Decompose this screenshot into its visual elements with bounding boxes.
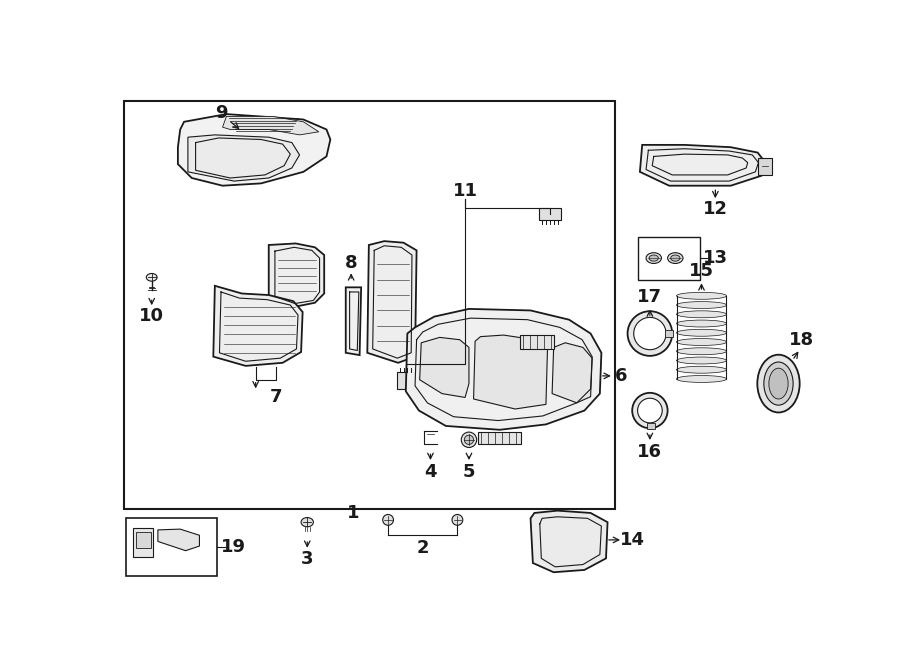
Text: 7: 7 <box>270 389 283 406</box>
Polygon shape <box>178 114 330 186</box>
Ellipse shape <box>634 317 666 350</box>
Polygon shape <box>222 117 319 135</box>
Bar <box>665 330 673 338</box>
Ellipse shape <box>677 302 726 308</box>
Ellipse shape <box>147 273 158 281</box>
Polygon shape <box>346 287 361 355</box>
Ellipse shape <box>677 338 726 346</box>
Polygon shape <box>406 309 601 430</box>
Text: 10: 10 <box>140 307 164 325</box>
Polygon shape <box>188 135 300 181</box>
Ellipse shape <box>677 311 726 318</box>
Bar <box>136 532 151 547</box>
Text: 13: 13 <box>703 249 728 267</box>
Ellipse shape <box>649 255 659 261</box>
Bar <box>133 528 153 557</box>
Ellipse shape <box>382 514 393 525</box>
Ellipse shape <box>677 293 726 299</box>
Ellipse shape <box>757 355 800 412</box>
Bar <box>478 432 521 444</box>
Polygon shape <box>473 335 547 409</box>
Polygon shape <box>552 343 592 403</box>
Polygon shape <box>158 529 200 551</box>
Bar <box>758 158 771 175</box>
Text: 15: 15 <box>689 262 714 280</box>
Ellipse shape <box>769 368 788 399</box>
Ellipse shape <box>461 432 477 448</box>
Polygon shape <box>367 241 417 363</box>
Text: 4: 4 <box>424 463 436 481</box>
Bar <box>520 335 554 349</box>
Text: 3: 3 <box>301 550 313 568</box>
Text: 11: 11 <box>453 182 478 200</box>
Ellipse shape <box>677 357 726 364</box>
Polygon shape <box>213 286 302 366</box>
Ellipse shape <box>677 348 726 355</box>
Bar <box>647 423 654 429</box>
Ellipse shape <box>627 311 672 356</box>
Text: 12: 12 <box>703 200 728 218</box>
Text: 9: 9 <box>215 103 228 122</box>
Text: 16: 16 <box>637 443 662 461</box>
Polygon shape <box>530 510 608 572</box>
Polygon shape <box>640 145 765 186</box>
Text: 1: 1 <box>347 504 360 522</box>
Ellipse shape <box>764 362 793 405</box>
Text: 2: 2 <box>417 539 429 557</box>
Text: 17: 17 <box>637 289 662 307</box>
Ellipse shape <box>668 253 683 263</box>
Text: 5: 5 <box>463 463 475 481</box>
Ellipse shape <box>677 366 726 373</box>
Ellipse shape <box>464 435 473 444</box>
Ellipse shape <box>632 393 668 428</box>
Bar <box>126 518 217 576</box>
Ellipse shape <box>637 399 662 423</box>
Bar <box>638 237 700 279</box>
Text: 14: 14 <box>620 531 644 549</box>
Text: 8: 8 <box>345 254 357 271</box>
Polygon shape <box>397 372 415 389</box>
Text: 19: 19 <box>220 538 246 556</box>
Ellipse shape <box>677 329 726 336</box>
Ellipse shape <box>677 375 726 383</box>
Ellipse shape <box>677 320 726 327</box>
Polygon shape <box>419 338 469 397</box>
Polygon shape <box>269 244 324 307</box>
Ellipse shape <box>646 253 662 263</box>
Ellipse shape <box>452 514 463 525</box>
Ellipse shape <box>302 518 313 527</box>
Text: 18: 18 <box>789 331 814 349</box>
Ellipse shape <box>670 255 680 261</box>
Bar <box>124 101 616 509</box>
Text: 6: 6 <box>616 367 627 385</box>
Polygon shape <box>539 208 561 220</box>
